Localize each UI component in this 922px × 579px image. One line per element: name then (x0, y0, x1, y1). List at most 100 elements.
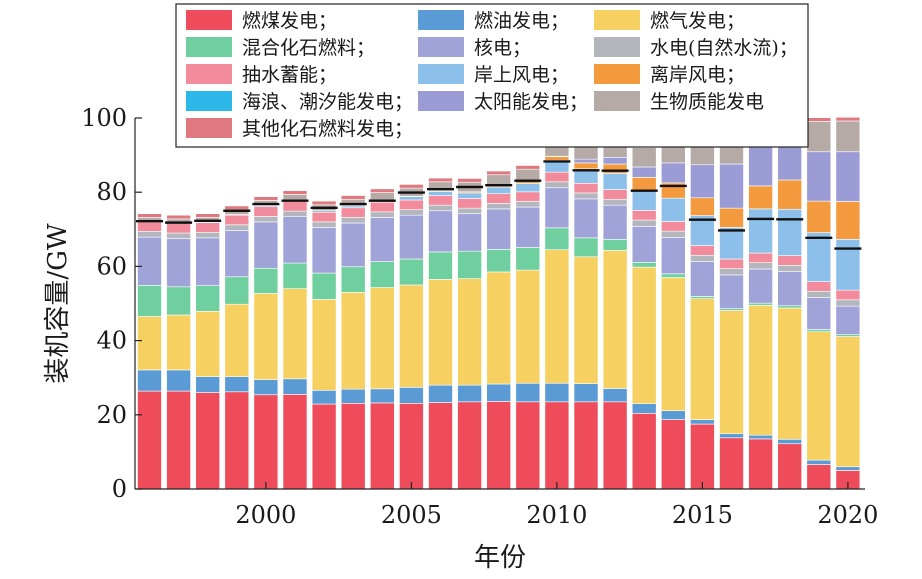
bar-segment-2007-5 (457, 207, 482, 215)
bar-segment-2007-4 (457, 213, 482, 252)
bar-segment-2016-7 (719, 227, 744, 260)
bar-segment-2006-12 (428, 177, 453, 183)
y-axis-title: 装机容量/GW (43, 223, 73, 384)
bar-segment-2018-4 (777, 271, 803, 307)
bar-segment-2015-8 (690, 197, 715, 216)
bar-segment-2017-4 (748, 268, 773, 304)
x-axis-title: 年份 (474, 543, 526, 573)
bar-segment-2012-0 (602, 401, 628, 490)
legend-swatch (594, 10, 640, 30)
bar-segment-2018-8 (777, 179, 803, 210)
bar-segment-2016-4 (719, 274, 744, 309)
bar-segment-2001-6 (282, 201, 308, 212)
bar-segment-2015-3 (690, 296, 715, 299)
bar-segment-2008-3 (486, 249, 512, 273)
bar-segment-2003-6 (340, 207, 366, 218)
bar-segment-2018-0 (777, 443, 803, 490)
bar-segment-1997-1 (166, 369, 191, 392)
bar-segment-2013-3 (631, 262, 657, 268)
y-tick-label: 40 (96, 327, 127, 355)
bar-segment-2005-1 (399, 387, 424, 404)
bar-segment-2006-5 (428, 204, 453, 212)
legend-label: 燃气发电； (650, 10, 745, 32)
bar-segment-2009-12 (515, 165, 541, 170)
bar-segment-2001-3 (282, 262, 308, 289)
legend-label: 燃煤发电； (242, 10, 337, 32)
bar-segment-2013-6 (631, 210, 657, 221)
bar-segment-1999-5 (224, 224, 250, 231)
y-tick-label: 80 (96, 178, 127, 206)
bar-segment-2004-0 (369, 402, 395, 490)
bar-segment-2018-1 (777, 438, 803, 445)
bar-segment-2018-2 (777, 307, 803, 440)
bar-segment-2019-12 (806, 117, 832, 122)
bar-segment-2020-11 (835, 120, 861, 153)
x-tick-label: 2000 (235, 501, 296, 529)
legend-label: 燃油发电； (474, 10, 569, 32)
bar-segment-2018-7 (777, 208, 803, 256)
bar-segment-2003-5 (340, 217, 366, 224)
legend-swatch (594, 91, 640, 111)
bar-segment-2015-6 (690, 245, 715, 256)
legend-swatch (418, 37, 464, 57)
bar-segment-2002-4 (311, 227, 337, 274)
bar-segment-2011-8 (573, 162, 599, 170)
bar-segment-2019-6 (806, 281, 832, 292)
bar-segment-2005-5 (399, 209, 424, 216)
bar-segment-2013-8 (631, 177, 657, 191)
bar-segment-2011-0 (573, 401, 599, 490)
bar-segment-1998-4 (195, 237, 220, 286)
bar-segment-2009-1 (515, 382, 541, 403)
bar-segment-2010-5 (544, 181, 570, 189)
bar-segment-2000-4 (253, 221, 279, 269)
bar-segment-2005-7 (399, 196, 424, 201)
legend-swatch (186, 91, 232, 111)
bar-segment-2020-1 (835, 466, 861, 471)
bar-segment-2013-0 (631, 413, 657, 490)
bar-segment-2001-5 (282, 210, 308, 217)
bar-segment-1998-0 (195, 392, 220, 490)
bar-segment-1997-3 (166, 286, 191, 316)
bar-segment-2014-6 (660, 221, 686, 232)
bar-stacks (137, 97, 861, 490)
bar-segment-2016-0 (719, 437, 744, 490)
bar-segment-2015-1 (690, 419, 715, 425)
bar-segment-2017-7 (748, 208, 773, 254)
bar-segment-2014-7 (660, 197, 686, 222)
bar-segment-2009-6 (515, 191, 541, 202)
legend-swatch (418, 91, 464, 111)
bar-segment-2008-5 (486, 203, 512, 210)
y-tick-label: 0 (112, 475, 127, 503)
bar-segment-2000-0 (253, 394, 279, 490)
bar-segment-2020-2 (835, 336, 861, 468)
bar-segment-2013-5 (631, 219, 657, 227)
bar-segment-2012-2 (602, 250, 628, 389)
bar-segment-1998-5 (195, 231, 220, 239)
bar-segment-2017-6 (748, 252, 773, 263)
bar-segment-2014-10 (660, 162, 686, 184)
legend-label: 抽水蓄能； (242, 64, 337, 86)
bar-segment-2019-7 (806, 232, 832, 282)
bar-segment-2007-0 (457, 401, 482, 490)
bar-segment-2006-1 (428, 384, 453, 403)
bar-segment-2002-0 (311, 403, 337, 490)
bar-segment-1999-2 (224, 303, 250, 377)
bar-segment-2000-1 (253, 379, 279, 396)
bar-segment-2004-3 (369, 261, 395, 288)
bar-segment-2009-3 (515, 247, 541, 271)
bar-segment-2011-5 (573, 192, 599, 200)
bar-segment-2019-8 (806, 200, 832, 233)
bar-segment-1998-1 (195, 376, 220, 393)
bar-segment-2008-4 (486, 208, 512, 250)
bar-segment-2017-2 (748, 305, 773, 436)
bar-segment-2009-11 (515, 168, 541, 182)
bar-segment-2017-3 (748, 302, 773, 306)
bar-segment-1996-12 (137, 213, 162, 218)
bar-segment-2014-1 (660, 410, 686, 420)
bar-segment-2000-2 (253, 293, 279, 380)
bar-segment-1996-6 (137, 221, 162, 232)
bar-segment-1996-5 (137, 231, 162, 238)
bar-segment-2011-1 (573, 383, 599, 403)
bar-segment-2008-6 (486, 193, 512, 204)
